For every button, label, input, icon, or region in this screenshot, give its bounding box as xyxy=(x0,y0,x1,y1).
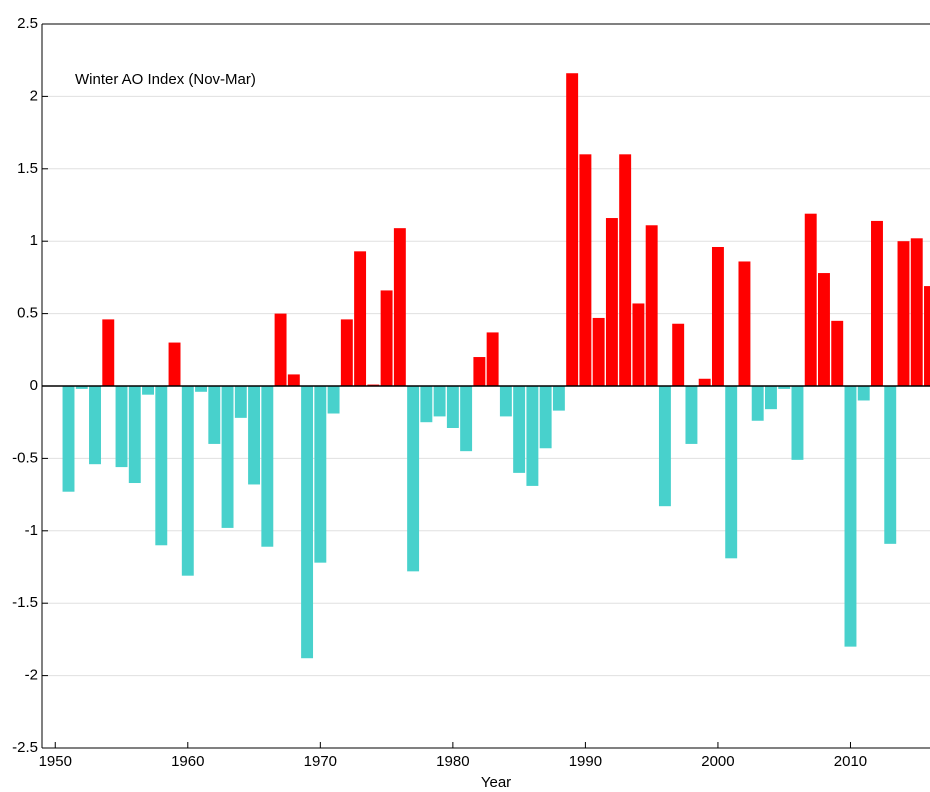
bar xyxy=(539,386,552,449)
x-axis-label: Year xyxy=(481,774,511,791)
y-tick-label: -0.5 xyxy=(12,449,38,466)
bar xyxy=(831,320,844,386)
bar xyxy=(738,261,751,386)
bar xyxy=(725,386,738,559)
x-tick-label: 1990 xyxy=(569,753,602,770)
bar xyxy=(592,317,605,386)
bar xyxy=(751,386,764,421)
y-tick-label: 2 xyxy=(30,87,38,104)
bar xyxy=(804,213,817,386)
bar xyxy=(619,154,632,386)
y-tick-label: 0 xyxy=(30,377,38,394)
bar xyxy=(526,386,539,486)
bar xyxy=(195,386,208,392)
x-tick-label: 2010 xyxy=(834,753,867,770)
bar xyxy=(62,386,75,492)
bar xyxy=(446,386,459,428)
y-tick-label: 1 xyxy=(30,232,38,249)
y-tick-label: -1.5 xyxy=(12,594,38,611)
bar xyxy=(844,386,857,647)
bar xyxy=(566,73,579,387)
bar xyxy=(552,386,565,411)
bar xyxy=(486,332,499,386)
bar xyxy=(910,238,923,386)
bar xyxy=(460,386,473,452)
bar xyxy=(354,251,367,386)
bar xyxy=(897,241,910,386)
bar xyxy=(884,386,897,544)
y-tick-label: 0.5 xyxy=(17,305,38,322)
bar xyxy=(128,386,141,484)
bar xyxy=(924,286,930,386)
y-tick-label: 1.5 xyxy=(17,160,38,177)
y-tick-label: 2.5 xyxy=(17,15,38,32)
bar xyxy=(658,386,671,507)
y-tick-label: -2 xyxy=(25,667,38,684)
bar xyxy=(778,386,791,389)
bar xyxy=(168,342,181,386)
x-tick-label: 2000 xyxy=(701,753,734,770)
bar xyxy=(420,386,433,423)
bar xyxy=(473,357,486,386)
x-tick-label: 1960 xyxy=(171,753,204,770)
bar xyxy=(234,386,247,418)
bar xyxy=(645,225,658,386)
bar xyxy=(208,386,221,444)
bar xyxy=(605,218,618,386)
bar xyxy=(102,319,115,386)
bar xyxy=(75,386,88,389)
bar xyxy=(672,323,685,386)
bar xyxy=(791,386,804,460)
bar xyxy=(314,386,327,563)
bar xyxy=(393,228,406,386)
bar xyxy=(301,386,314,659)
bar xyxy=(261,386,274,547)
bar xyxy=(407,386,420,572)
bar xyxy=(155,386,168,546)
bar xyxy=(685,386,698,444)
bar xyxy=(115,386,128,468)
bar xyxy=(274,313,287,386)
bar xyxy=(513,386,526,473)
bar xyxy=(142,386,154,395)
bar xyxy=(248,386,261,485)
bar xyxy=(340,319,353,386)
chart-annotation: Winter AO Index (Nov-Mar) xyxy=(75,71,256,88)
bar xyxy=(711,246,724,386)
x-tick-label: 1980 xyxy=(436,753,469,770)
bar xyxy=(764,386,777,410)
bar xyxy=(89,386,101,465)
x-tick-label: 1970 xyxy=(304,753,337,770)
bar xyxy=(632,303,645,386)
x-tick-label: 1950 xyxy=(39,753,72,770)
bar xyxy=(698,378,711,386)
bar xyxy=(380,290,393,386)
bar xyxy=(818,273,830,386)
bar xyxy=(181,386,194,576)
y-tick-label: -2.5 xyxy=(12,739,38,756)
bar xyxy=(221,386,234,528)
bar xyxy=(579,154,592,386)
bar xyxy=(499,386,512,417)
bar xyxy=(857,386,870,401)
y-tick-label: -1 xyxy=(25,522,38,539)
bar xyxy=(287,374,300,386)
bar xyxy=(433,386,446,417)
bar xyxy=(327,386,340,414)
bar xyxy=(871,220,883,386)
